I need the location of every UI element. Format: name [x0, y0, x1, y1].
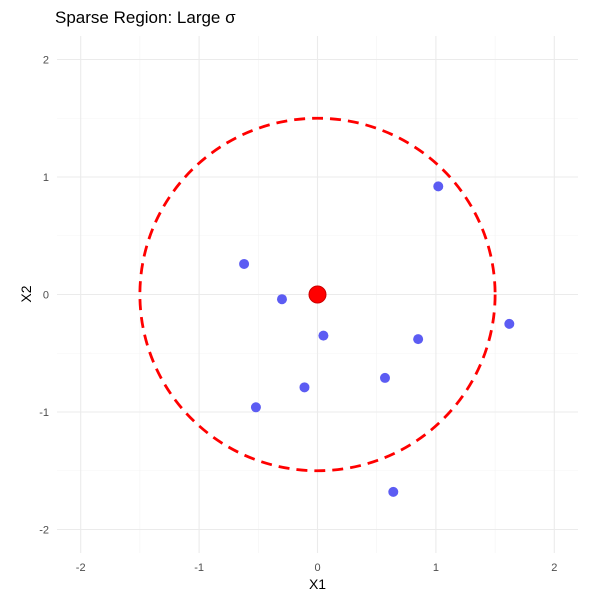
y-tick-label: 1	[43, 172, 49, 184]
data-point	[299, 382, 310, 393]
data-point	[433, 181, 444, 192]
data-point	[504, 318, 515, 329]
data-point	[250, 402, 261, 413]
chart-title: Sparse Region: Large σ	[55, 8, 236, 27]
annotation-layer	[138, 116, 497, 473]
x-tick-label: 2	[551, 562, 557, 574]
center-point	[308, 285, 327, 304]
y-tick-label: 0	[43, 290, 49, 302]
x-tick-label: 0	[314, 562, 320, 574]
y-tick-label: 2	[43, 55, 49, 67]
data-point	[388, 486, 399, 497]
data-point	[239, 258, 250, 269]
x-axis-label: X1	[309, 576, 326, 592]
x-tick-labels: -2 -1 0 1 2	[76, 562, 558, 574]
y-tick-label: -2	[39, 525, 49, 537]
data-point	[318, 330, 329, 341]
x-tick-label: -1	[194, 562, 204, 574]
points-layer	[239, 181, 515, 497]
y-tick-labels: -2 -1 0 1 2	[39, 55, 49, 537]
radius-circle	[138, 116, 497, 473]
data-point	[379, 372, 390, 383]
y-tick-label: -1	[39, 407, 49, 419]
x-tick-label: 1	[433, 562, 439, 574]
data-point	[413, 334, 424, 345]
data-point	[276, 294, 287, 305]
x-tick-label: -2	[76, 562, 86, 574]
y-axis-label: X2	[18, 285, 34, 302]
major-grid	[57, 36, 578, 553]
